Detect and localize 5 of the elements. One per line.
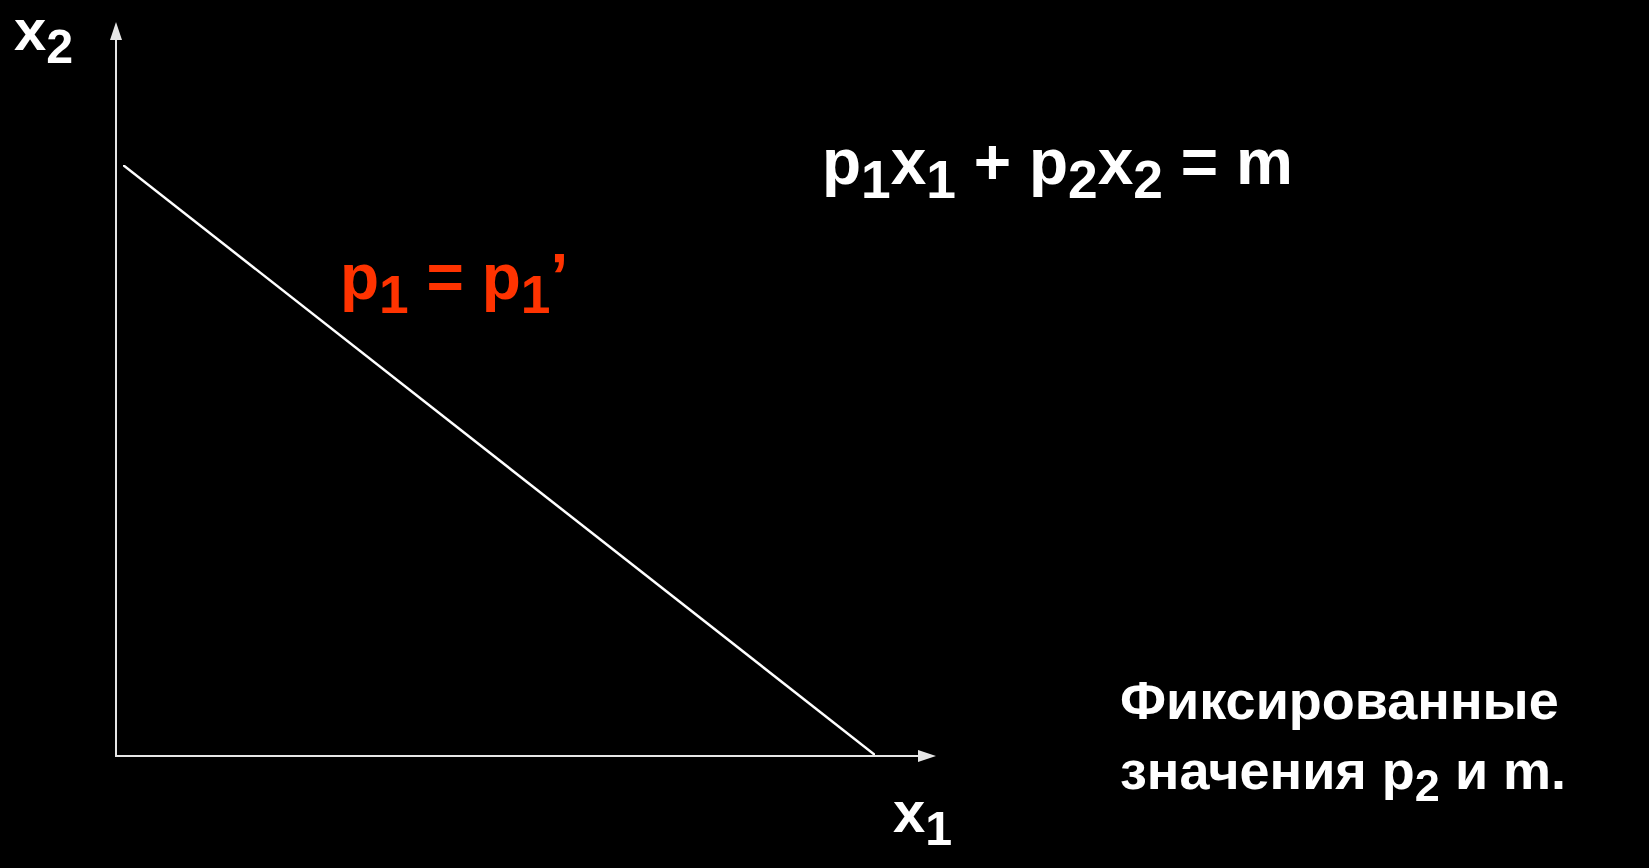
- y-axis-title: x$_{2}$: [14, 0, 74, 74]
- x-axis-title: x$_{1}$: [893, 778, 953, 856]
- annotation: Фиксированные значения p$_{2}$ и m.: [1120, 669, 1568, 813]
- annotation: p$_{1}$ = p$_{1}$’: [340, 240, 569, 325]
- text: p$_{1}$x$_{1}$ + p$_{2}$x$_{2}$ = m: [822, 126, 1293, 209]
